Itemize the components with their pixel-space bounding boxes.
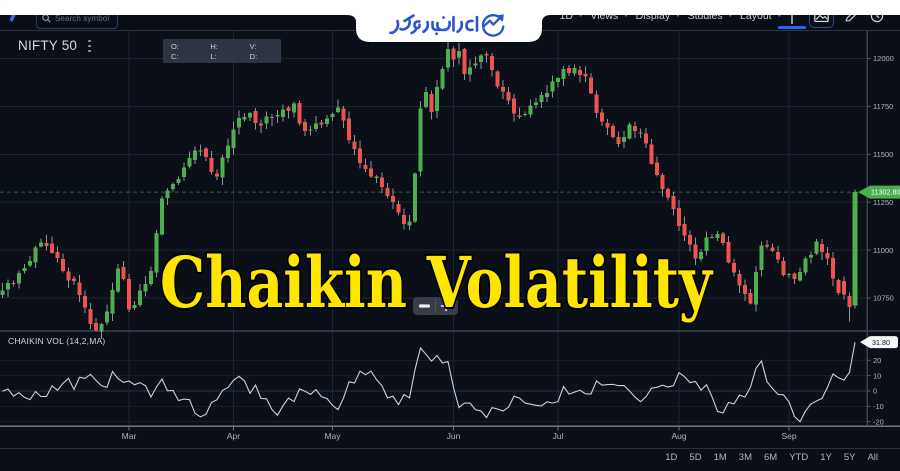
time-axis[interactable]: Mar Apr May Jun Jul Aug Sep — [122, 426, 797, 441]
chevron-down-icon: ▼ — [577, 12, 584, 19]
draw-button[interactable] — [838, 0, 864, 31]
ohlc-legend-label: V: — [249, 42, 257, 51]
search-placeholder: Search symbol — [55, 13, 110, 23]
chart-area[interactable]: 12000 11750 11500 11250 11000 10750 20 10 0 -10 -2… — [0, 31, 900, 448]
watermark-title: Chaikin Volatility — [160, 241, 714, 324]
toolbar-icon-buttons — [778, 0, 890, 31]
month-tick-label: Sep — [781, 431, 796, 441]
range-button-1d[interactable]: 1D — [665, 452, 678, 463]
range-button-ytd[interactable]: YTD — [789, 452, 809, 463]
month-tick-label: Aug — [671, 431, 686, 441]
top-toolbar: Search symbol 1D ▼ Views ▼ Display ▼ Studies ▼ L… — [0, 0, 900, 31]
menu-studies[interactable]: Studies ▼ — [684, 0, 736, 31]
menu-label: Studies — [687, 9, 723, 22]
ohlc-legend-label: D: — [249, 52, 258, 61]
range-button-5d[interactable]: 5D — [689, 452, 702, 463]
month-tick-label: Jun — [447, 431, 461, 441]
indicator-label[interactable]: CHAIKIN VOL (14,2,MA) — [8, 336, 106, 346]
snapshot-button[interactable] — [809, 3, 834, 28]
ohlc-legend-label: C: — [171, 52, 179, 61]
pane-borders — [0, 31, 900, 427]
chevron-down-icon: ▼ — [727, 12, 734, 19]
ohlc-legend-box: O: H: V: C: L: D: — [163, 39, 281, 63]
camera-icon — [814, 10, 829, 22]
candles-series — [0, 41, 858, 340]
price-tick-label: 11500 — [873, 150, 893, 159]
search-icon — [42, 13, 51, 23]
indicator-tick-label: 20 — [873, 356, 881, 365]
indicator-tick-label: -10 — [873, 402, 884, 411]
menu-label: 1D — [559, 9, 573, 22]
menu-label: Display — [635, 9, 671, 22]
zoom-out-button[interactable] — [419, 304, 430, 308]
price-tick-label: 11750 — [873, 102, 893, 111]
candlestick-chart[interactable]: 12000 11750 11500 11250 11000 10750 20 10 0 -10 -2… — [0, 31, 900, 448]
indicator-tick-label: 0 — [873, 387, 877, 396]
zoom-in-button[interactable] — [440, 300, 452, 312]
last-price-badge: 11302.80 — [858, 185, 900, 199]
pencil-icon — [844, 9, 858, 22]
symbol-legend-row: NIFTY 50 — [18, 37, 94, 55]
toolbar-menus: 1D ▼ Views ▼ Display ▼ Studies ▼ Layout ▼ — [556, 0, 786, 31]
range-button-3m[interactable]: 3M — [738, 452, 752, 463]
chevron-down-icon: ▼ — [623, 12, 629, 19]
price-axis[interactable]: 12000 11750 11500 11250 11000 10750 20 10 0 -10 -2… — [867, 54, 894, 426]
grid-lines — [0, 31, 866, 426]
nav-arrow-icon[interactable] — [9, 11, 18, 22]
symbol-name[interactable]: NIFTY 50 — [18, 38, 78, 54]
ohlc-row-close-low-change: C: L: D: — [163, 52, 281, 61]
ohlc-legend-label: L: — [210, 52, 217, 61]
bottom-toolbar: 1D 5D 1M 3M 6M YTD 1Y 5Y All — [0, 448, 900, 471]
range-button-1m[interactable]: 1M — [713, 452, 727, 463]
menu-label: Views — [590, 9, 619, 22]
series-style-button[interactable] — [778, 0, 806, 31]
indicator-line — [2, 342, 856, 423]
ohlc-legend-label: O: — [171, 42, 179, 51]
range-button-6m[interactable]: 6M — [763, 452, 778, 463]
price-tick-label: 11250 — [873, 198, 893, 207]
menu-label: Layout — [740, 9, 772, 22]
range-button-1y[interactable]: 1Y — [820, 452, 832, 463]
indicator-value-label: 31.80 — [872, 338, 890, 347]
indicator-tick-label: -20 — [873, 417, 884, 426]
menu-display[interactable]: Display ▼ — [632, 0, 684, 31]
range-button-5y[interactable]: 5Y — [843, 452, 856, 463]
chevron-down-icon: ▼ — [675, 12, 681, 19]
month-tick-label: May — [324, 431, 341, 441]
range-button-all[interactable]: All — [867, 452, 878, 463]
price-tick-label: 11000 — [873, 246, 893, 255]
clock-button[interactable] — [864, 0, 890, 31]
clock-icon — [870, 9, 884, 22]
candlestick-style-icon — [791, 7, 793, 24]
ohlc-row-open-high-volume: O: H: V: — [163, 42, 281, 51]
indicator-tick-label: 10 — [873, 371, 881, 380]
last-price-label: 11302.80 — [871, 188, 900, 197]
month-tick-label: Jul — [553, 431, 564, 441]
price-tick-label: 12000 — [873, 54, 894, 63]
indicator-value-badge: 31.80 — [860, 336, 898, 349]
month-tick-label: Apr — [227, 431, 240, 441]
range-buttons: 1D 5D 1M 3M 6M YTD 1Y 5Y All — [659, 446, 884, 469]
symbol-search-box[interactable]: Search symbol — [36, 7, 118, 29]
price-tick-label: 10750 — [873, 294, 894, 303]
menu-1d[interactable]: 1D ▼ — [556, 0, 587, 31]
ohlc-legend-label: H: — [210, 42, 218, 51]
menu-views[interactable]: Views ▼ — [587, 0, 632, 31]
symbol-menu-icon[interactable] — [85, 37, 93, 55]
zoom-controls[interactable] — [413, 297, 458, 315]
month-tick-label: Mar — [122, 431, 137, 441]
